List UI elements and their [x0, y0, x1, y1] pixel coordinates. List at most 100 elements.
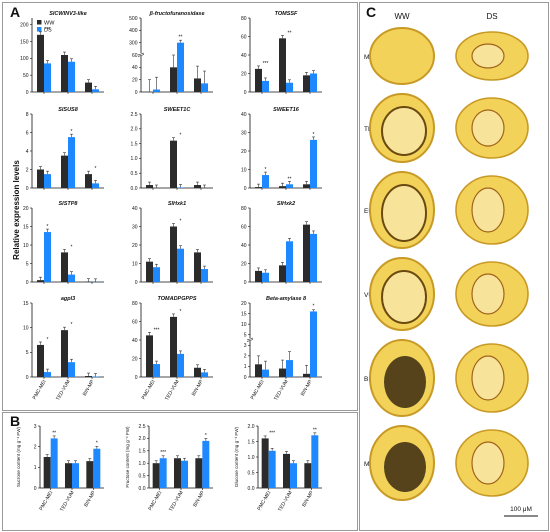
- legend-swatch-ds: [37, 27, 42, 32]
- y-tick-label: 20: [132, 356, 138, 362]
- column-label-ds: DS: [486, 12, 497, 21]
- bar-ww: [194, 78, 201, 92]
- chart-title: β-fructofuranosidase: [148, 11, 204, 17]
- panel-label-c: C: [366, 4, 377, 20]
- bar-ds: [310, 311, 317, 377]
- y-tick-label: 2.0: [139, 436, 146, 442]
- bar-ds: [177, 187, 184, 188]
- bar-ds: [201, 372, 208, 377]
- bar-ww: [255, 68, 262, 92]
- chart-10: TOMADPGPPS 0 20 40 60 80 *** PMC-MEI * TED-VUM BIN…: [132, 296, 213, 402]
- bar-ww: [170, 316, 177, 377]
- axis-break-mark: [137, 54, 145, 57]
- bar-ww: [304, 463, 312, 488]
- y-tick-label: 0: [26, 375, 29, 381]
- significance-label: *: [47, 224, 49, 230]
- y-tick-label: 15: [23, 224, 29, 230]
- y-tick-label: 2: [26, 167, 29, 173]
- y-tick-label: 500: [129, 16, 138, 22]
- y-tick-label: 0.0: [139, 486, 146, 492]
- bar-ww: [61, 155, 68, 188]
- significance-label: *: [96, 441, 98, 447]
- chart-11: Beta-amylase 8 0 1 2 3 5 10 15 20 PMC-MEI TED-VUM *…: [241, 296, 322, 402]
- y-tick-label: 0: [26, 186, 29, 192]
- micrograph-ds-locule: [471, 43, 505, 69]
- bar-ds: [44, 63, 51, 92]
- bar-ww: [279, 368, 286, 377]
- chart-13: 0.0 0.5 1.0 1.5 2.0 2.5 *** PMC-MEI TED-VUM * BIN-…: [125, 424, 213, 513]
- bar-ds: [286, 241, 293, 282]
- bar-ww: [279, 186, 286, 188]
- y-tick-label: 1.0: [248, 455, 255, 461]
- y-tick-label: 80: [132, 301, 138, 307]
- y-tick-label: 200: [20, 23, 29, 29]
- micrograph-ds-locule: [471, 109, 505, 147]
- significance-label: *: [180, 219, 182, 225]
- y-tick-label: 15: [241, 311, 247, 317]
- bar-ww: [255, 270, 262, 282]
- bar-ww: [170, 140, 177, 188]
- bar-ds: [153, 267, 160, 282]
- bar-ww: [146, 261, 153, 282]
- panel-a-ylabel: Relative expression levels: [12, 160, 21, 260]
- bar-ww: [152, 463, 160, 488]
- bar-ww: [37, 169, 44, 188]
- bar-ww: [86, 461, 94, 488]
- bar-ww: [303, 224, 310, 282]
- x-tick-label: BIN-MP: [82, 378, 96, 397]
- bar-ds: [68, 274, 75, 282]
- significance-label: *: [180, 133, 182, 139]
- bar-ww: [61, 252, 68, 282]
- bar-ds: [44, 372, 51, 377]
- bar-ds: [68, 137, 75, 188]
- bar-ww: [85, 174, 92, 188]
- micrograph-ds-locule: [471, 187, 505, 233]
- significance-label: **: [179, 35, 183, 41]
- y-tick-label: 40: [132, 338, 138, 344]
- y-tick-label: 40: [241, 243, 247, 249]
- micrograph-ds-locule: [471, 355, 505, 401]
- bar-ds: [72, 463, 79, 488]
- y-tick-label: 0: [244, 375, 247, 381]
- y-tick-label: 1: [34, 465, 37, 471]
- significance-label: *: [265, 167, 267, 173]
- y-tick-label: 3: [244, 343, 247, 349]
- chart-title: SlHxk2: [277, 201, 295, 207]
- bar-ds: [262, 272, 269, 282]
- bar-ww: [194, 367, 201, 377]
- bar-ds: [93, 448, 101, 488]
- bar-ds: [68, 362, 75, 377]
- y-tick-label: 8: [26, 112, 29, 118]
- bar-ds: [310, 73, 317, 92]
- bar-ds: [181, 460, 188, 488]
- bar-ds: [286, 360, 293, 377]
- y-tick-label: 0.0: [248, 486, 255, 492]
- chart-7: SlHxk1 0 10 20 30 40 *: [132, 201, 213, 286]
- y-tick-label: 0.5: [131, 171, 138, 177]
- y-tick-label: 400: [129, 28, 138, 34]
- bar-ww: [85, 82, 92, 92]
- y-tick-label: 0: [135, 90, 138, 96]
- bar-ds: [202, 440, 210, 488]
- y-tick-label: 15: [23, 301, 29, 307]
- y-tick-label: 4: [26, 149, 29, 155]
- y-tick-label: 10: [132, 261, 138, 267]
- chart-title: TOMADPGPPS: [157, 296, 196, 302]
- y-tick-label: 50: [23, 73, 29, 79]
- x-tick-label: TED-VUM: [273, 379, 290, 402]
- y-tick-label: 2.0: [131, 127, 138, 133]
- column-label-ww: WW: [394, 12, 410, 21]
- y-tick-label: 20: [241, 149, 247, 155]
- row-label: MP: [364, 461, 374, 468]
- bar-ds: [268, 450, 276, 488]
- significance-label: *: [47, 337, 49, 343]
- bar-ds: [177, 353, 184, 377]
- micrograph-ds-locule: [471, 441, 505, 485]
- bar-ww: [261, 438, 269, 488]
- micrograph-ww-locule: [381, 106, 427, 156]
- chart-ylabel: Sucrose content (mg g⁻¹ FW): [16, 426, 21, 487]
- chart-title: agpl3: [61, 296, 75, 302]
- bar-ds: [177, 42, 184, 92]
- y-tick-label: 0: [26, 280, 29, 286]
